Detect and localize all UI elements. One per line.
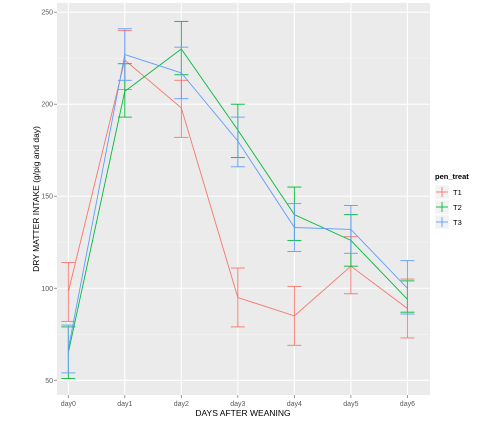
series-line <box>67 53 408 350</box>
plot-panel <box>57 3 430 395</box>
y-tick-label: 250 <box>41 10 53 17</box>
legend-label: T2 <box>453 203 462 212</box>
y-tick-label: 50 <box>45 378 53 385</box>
series-layer <box>61 20 415 379</box>
legend: pen_treat T1 T2 T3 <box>434 172 469 230</box>
x-axis-title: DAYS AFTER WEANING <box>195 408 290 418</box>
y-tick-label: 100 <box>41 286 53 293</box>
series-T3 <box>61 28 415 374</box>
y-axis-title: DRY MATTER INTAKE (g/pig and day) <box>31 126 41 272</box>
x-tick-label: day5 <box>343 401 358 408</box>
x-tick-label: day2 <box>174 401 189 408</box>
legend-label: T3 <box>453 218 462 227</box>
x-tick-label: day1 <box>117 401 132 408</box>
y-axis-ticks: 50 100 150 200 250 <box>41 10 57 385</box>
x-axis-ticks: day0 day1 day2 day3 day4 day5 day6 <box>61 395 415 408</box>
y-tick-label: 150 <box>41 194 53 201</box>
x-tick-label: day4 <box>287 401 302 408</box>
x-tick-label: day0 <box>61 401 76 408</box>
x-tick-label: day3 <box>230 401 245 408</box>
x-tick-label: day6 <box>400 401 415 408</box>
legend-title: pen_treat <box>435 172 469 181</box>
y-tick-label: 200 <box>41 102 53 109</box>
legend-label: T1 <box>453 188 462 197</box>
